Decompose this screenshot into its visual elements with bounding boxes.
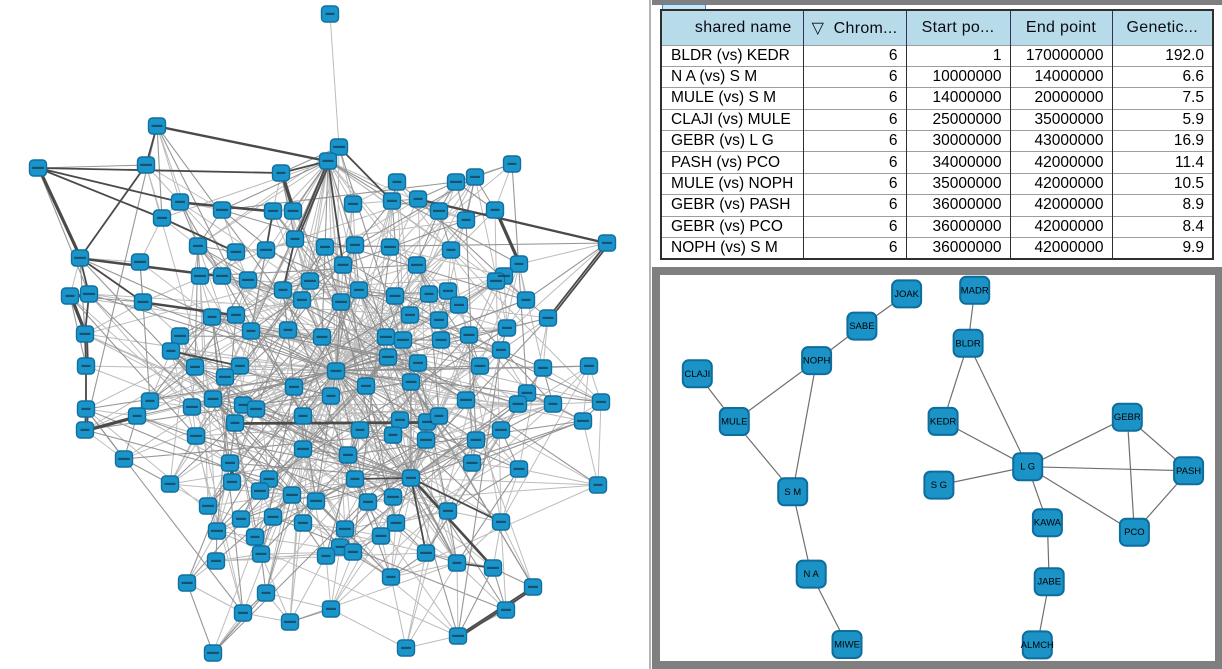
svg-text:NOPH: NOPH xyxy=(803,356,831,367)
svg-text:GEBR: GEBR xyxy=(1114,412,1141,423)
svg-text:MIWE: MIWE xyxy=(834,640,860,651)
svg-text:KEDR: KEDR xyxy=(930,416,957,427)
svg-text:KAWA: KAWA xyxy=(1034,518,1062,529)
svg-text:JOAK: JOAK xyxy=(894,289,919,300)
svg-text:JABE: JABE xyxy=(1037,577,1061,588)
svg-text:MULE: MULE xyxy=(721,417,747,428)
svg-text:S M: S M xyxy=(784,487,801,498)
svg-text:PASH: PASH xyxy=(1176,466,1201,477)
svg-text:ALMCH: ALMCH xyxy=(1021,640,1054,651)
svg-text:CLAJI: CLAJI xyxy=(684,369,710,380)
svg-text:L G: L G xyxy=(1020,462,1035,473)
svg-text:PCO: PCO xyxy=(1124,527,1145,538)
svg-text:MADR: MADR xyxy=(961,285,989,296)
svg-text:SABE: SABE xyxy=(849,321,874,332)
svg-text:N A: N A xyxy=(804,569,820,580)
svg-text:S G: S G xyxy=(931,480,947,491)
svg-text:BLDR: BLDR xyxy=(955,338,980,349)
